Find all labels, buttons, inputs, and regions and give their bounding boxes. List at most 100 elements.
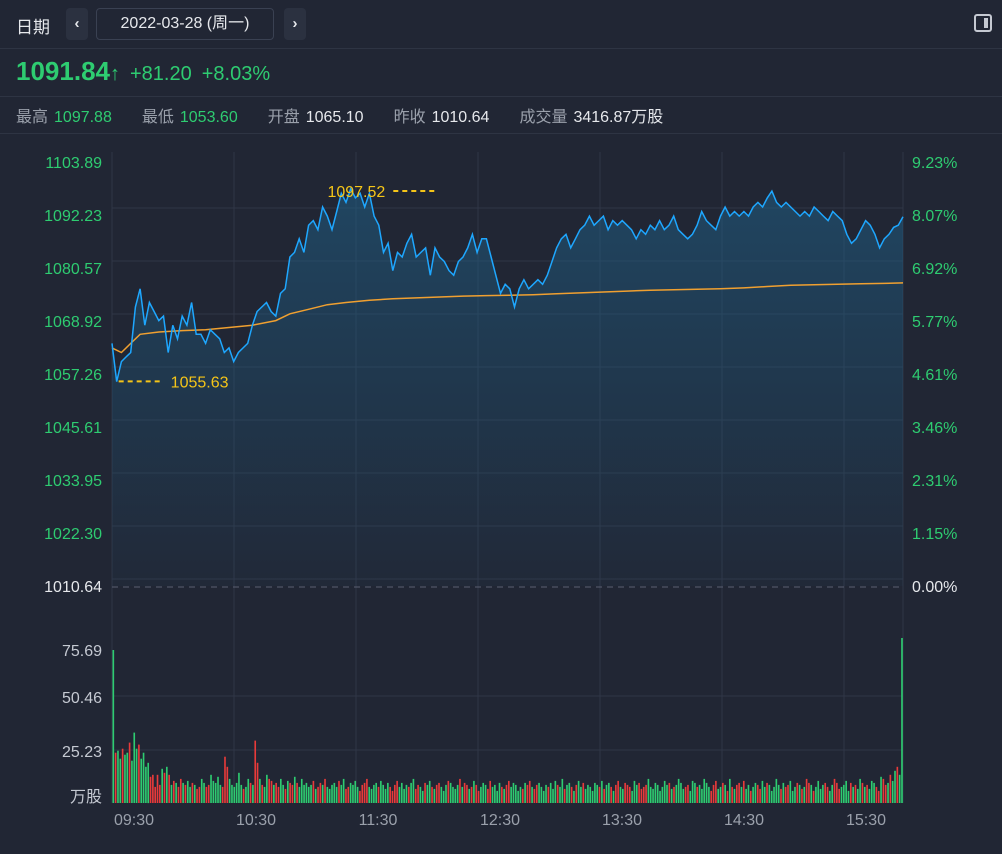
volume-bar [780, 788, 782, 803]
percent-tick-label: 3.46% [912, 420, 957, 437]
volume-bar [514, 784, 517, 803]
volume-bar [217, 776, 219, 803]
volume-bar [773, 786, 775, 803]
volume-bar [735, 784, 738, 803]
volume-bar [375, 782, 378, 803]
percent-tick-label: 6.92% [912, 261, 957, 278]
volume-bar [698, 784, 701, 803]
percent-axis: 9.23% 8.07% 6.92% 5.77% 4.61% 3.46% 2.31% 1.15%… [912, 155, 957, 596]
volume-bar [410, 782, 412, 803]
volume-bar [268, 778, 270, 803]
volume-bar [594, 782, 596, 803]
volume-bar [266, 774, 268, 803]
volume-bar [335, 786, 338, 803]
volume-bar [682, 788, 685, 803]
volume-bar [817, 780, 820, 803]
price-tick-label: 1092.23 [44, 208, 102, 225]
volume-bar [754, 782, 757, 803]
volume-bar [300, 778, 303, 803]
date-selector[interactable]: 2022-03-28 (周一) [96, 8, 274, 40]
next-day-button[interactable]: › [284, 8, 306, 40]
volume-bar [880, 776, 882, 803]
volume-bar [615, 784, 617, 803]
volume-bar [603, 788, 606, 803]
volume-bar [261, 784, 264, 803]
volume-bar [635, 784, 638, 803]
volume-bar [254, 740, 257, 803]
volume-bar [296, 782, 298, 803]
volume-bar [363, 782, 366, 803]
volume-bar [510, 786, 512, 803]
volume-bar [838, 788, 840, 803]
volume-bar [440, 786, 443, 803]
volume-bar [901, 638, 903, 803]
prev-day-button[interactable]: ‹ [66, 8, 88, 40]
volume-axis: 75.69 50.46 25.23 万股 [62, 643, 102, 806]
volume-bar [496, 790, 498, 803]
volume-bar [638, 782, 640, 803]
percent-tick-label: 4.61% [912, 367, 957, 384]
volume-bar [556, 784, 559, 803]
time-tick-label: 12:30 [480, 812, 520, 829]
volume-bar [138, 744, 140, 803]
volume-bar [394, 784, 396, 803]
percent-tick-label: 0.00% [912, 579, 957, 596]
low-label: 1055.63 [171, 374, 229, 391]
volume-bar [377, 786, 380, 803]
volume-bar [782, 782, 785, 803]
volume-bar [128, 742, 131, 803]
volume-bar [349, 782, 352, 803]
volume-bar [745, 788, 747, 803]
stat-prev-close: 昨收 1010.64 [393, 109, 490, 126]
quote-line: 1091.84 ↑ +81.20 +8.03% [16, 56, 280, 90]
volume-bar [652, 788, 654, 803]
volume-bar [345, 788, 347, 803]
time-tick-label: 11:30 [359, 812, 398, 829]
volume-bar [419, 786, 422, 803]
volume-bar [505, 784, 508, 803]
volume-bar [810, 784, 813, 803]
volume-bar [866, 784, 868, 803]
volume-bar [131, 760, 133, 803]
volume-bar [193, 784, 196, 803]
volume-bar [575, 784, 578, 803]
volume-bar [191, 782, 194, 803]
volume-bar [526, 784, 529, 803]
price-change: +81.20 [129, 63, 192, 85]
volume-bar [184, 784, 187, 803]
volume-bar [449, 782, 452, 803]
volume-bar [426, 784, 429, 803]
price-change-percent: +8.03% [201, 63, 271, 85]
volume-bar [145, 766, 147, 803]
volume-bar [521, 788, 524, 803]
volume-bar [843, 784, 845, 803]
volume-bar [210, 774, 212, 803]
price-line [111, 186, 904, 382]
volume-bar [547, 786, 550, 803]
volume-bar [601, 780, 603, 803]
volume-bar [694, 782, 696, 803]
volume-bar [152, 774, 154, 803]
volume-bar [528, 780, 531, 803]
volume-bar [759, 788, 761, 803]
time-tick-label: 15:30 [846, 812, 886, 829]
percent-tick-label: 8.07% [912, 208, 957, 225]
volume-bar [705, 782, 708, 803]
volume-bar [845, 780, 847, 803]
volume-bar [731, 786, 733, 803]
volume-bar [719, 786, 722, 803]
panel-toggle-icon[interactable] [974, 14, 992, 32]
volume-bar [149, 776, 152, 803]
volume-bar [791, 790, 794, 803]
volume-bar [501, 786, 503, 803]
volume-bar [829, 790, 831, 803]
volume-bar [580, 786, 582, 803]
volume-bar [361, 784, 364, 803]
volume-bar [696, 786, 699, 803]
price-area [112, 188, 903, 587]
volume-bar [270, 780, 273, 803]
volume-bar [798, 784, 801, 803]
volume-bar [435, 784, 438, 803]
volume-bar [452, 786, 454, 803]
